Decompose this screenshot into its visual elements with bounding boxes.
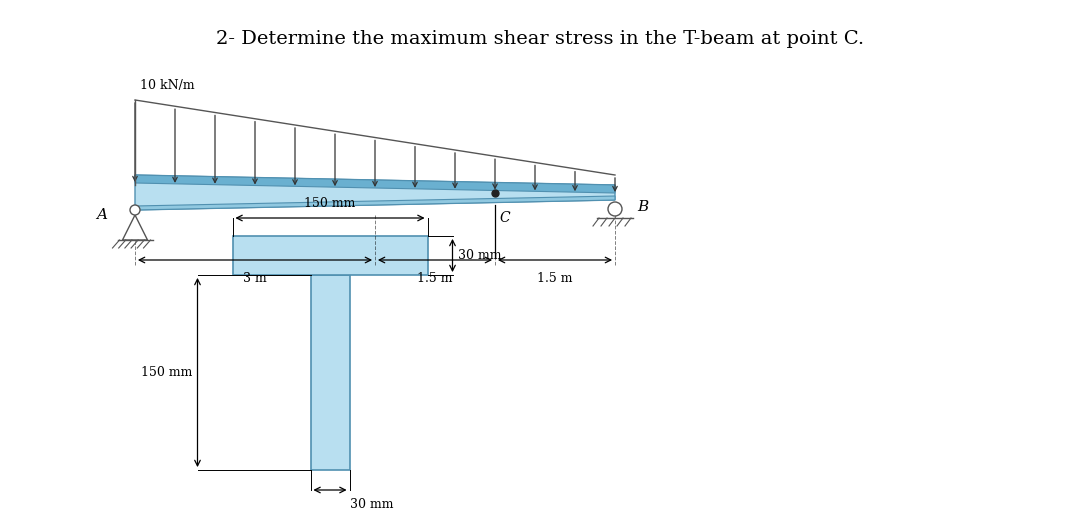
Circle shape: [130, 205, 140, 215]
Polygon shape: [122, 215, 148, 240]
Polygon shape: [135, 175, 615, 210]
Circle shape: [608, 202, 622, 216]
Text: 1.5 m: 1.5 m: [417, 272, 453, 285]
Polygon shape: [135, 196, 615, 210]
Polygon shape: [311, 275, 350, 470]
Text: 30 mm: 30 mm: [458, 249, 501, 262]
Text: 1.5 m: 1.5 m: [537, 272, 572, 285]
Polygon shape: [232, 236, 428, 275]
Polygon shape: [135, 175, 615, 193]
Text: 2- Determine the maximum shear stress in the T-beam at point C.: 2- Determine the maximum shear stress in…: [216, 30, 864, 48]
Text: C: C: [499, 210, 510, 224]
Text: A: A: [96, 208, 107, 222]
Text: 150 mm: 150 mm: [305, 197, 355, 210]
Text: 30 mm: 30 mm: [350, 498, 393, 511]
Text: 10 kN/m: 10 kN/m: [140, 79, 194, 92]
Text: 150 mm: 150 mm: [141, 366, 192, 379]
Text: 3 m: 3 m: [243, 272, 267, 285]
Text: B: B: [637, 200, 648, 214]
